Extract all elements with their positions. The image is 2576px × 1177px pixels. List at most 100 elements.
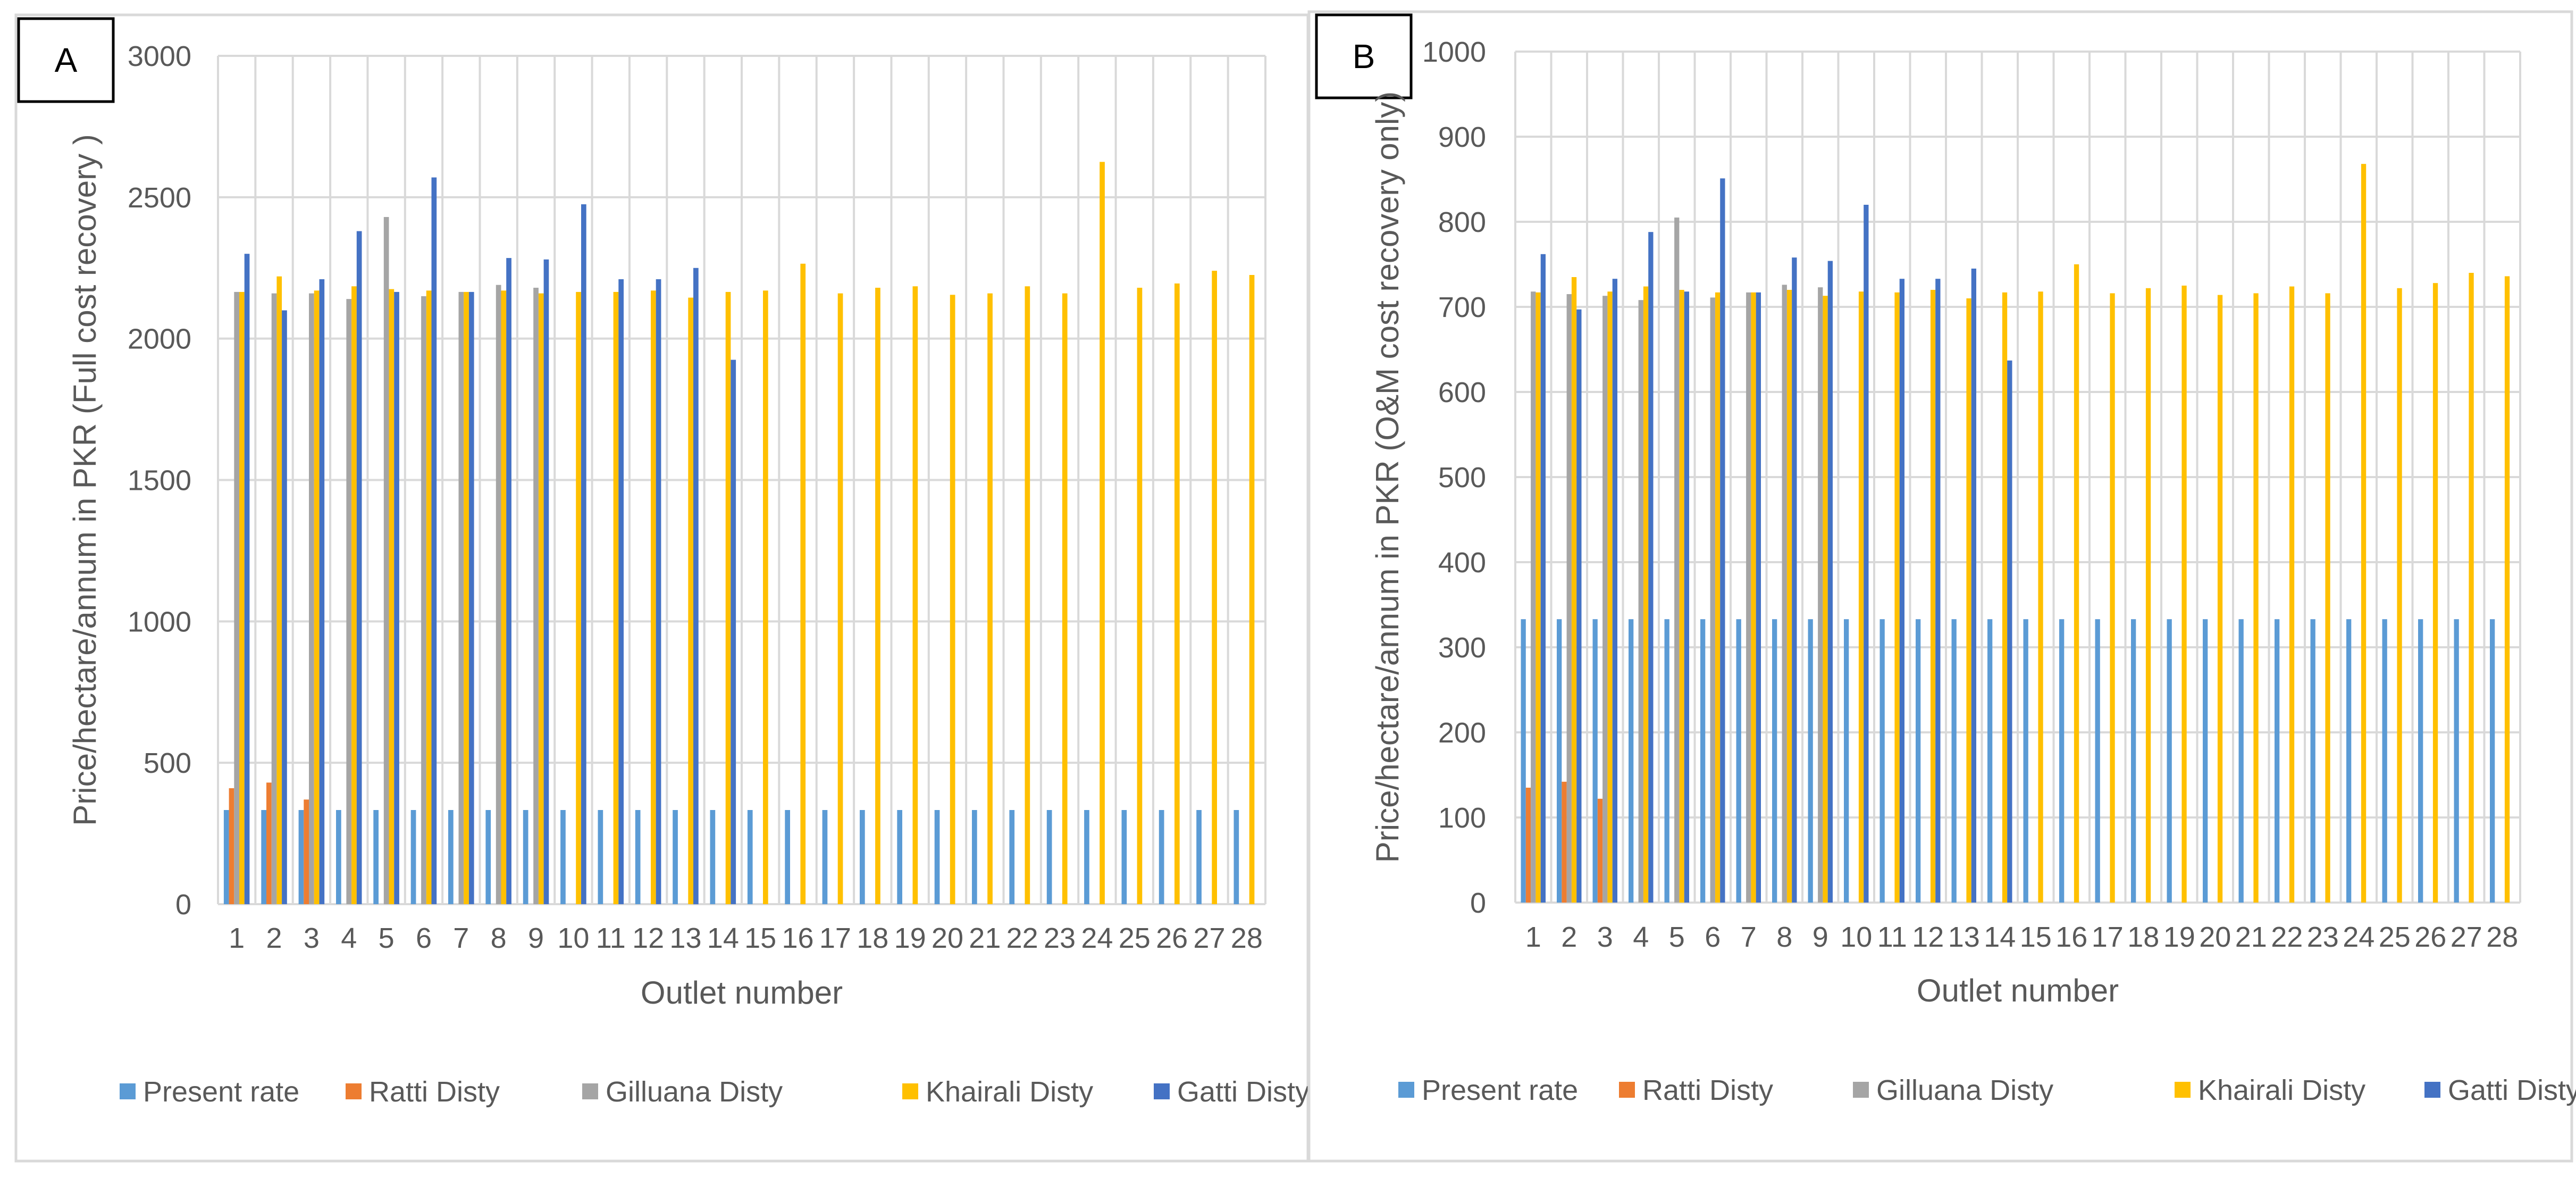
panel-b-y-tick-label: 0 [1470, 887, 1486, 919]
bar-a-khairali-outlet-28 [1249, 275, 1255, 904]
bar-a-khairali-outlet-24 [1100, 162, 1105, 904]
bar-a-khairali-outlet-21 [987, 293, 993, 904]
bar-b-present-rate-outlet-3 [1592, 619, 1598, 903]
bar-b-gatti-outlet-2 [1576, 309, 1582, 903]
bar-a-present-rate-outlet-25 [1121, 810, 1127, 904]
panel-b-y-tick-label: 800 [1438, 206, 1486, 238]
panel-a-x-tick-label: 19 [894, 922, 926, 954]
bar-b-gatti-outlet-13 [1971, 269, 1976, 903]
panel-a-frame [14, 13, 1310, 1163]
panel-b-legend: Present rate Ratti Disty Gilluana Disty Kha… [1398, 1074, 2576, 1106]
panel-b-x-tick-label: 20 [2199, 921, 2231, 953]
bar-a-khairali-outlet-2 [276, 276, 282, 905]
legend-label-b-gatti: Gatti Disty [2448, 1074, 2576, 1106]
legend-swatch-a-khairali [902, 1083, 918, 1099]
panel-b-label: B [1353, 37, 1375, 76]
panel-b-x-tick-label: 6 [1705, 921, 1721, 953]
panel-b-y-tick-label: 200 [1438, 717, 1486, 749]
bar-b-khairali-outlet-6 [1715, 292, 1721, 903]
bar-a-ratti-outlet-3 [304, 799, 309, 904]
panel-a-x-tick-label: 21 [969, 922, 1001, 954]
panel-a-x-tick-label: 16 [782, 922, 813, 954]
bar-a-gatti-outlet-1 [244, 254, 250, 905]
panel-a-x-tick-label: 3 [304, 922, 320, 954]
panel-b-x-tick-label: 9 [1813, 921, 1828, 953]
panel-b-x-tick-label: 15 [2020, 921, 2052, 953]
bar-a-present-rate-outlet-6 [410, 810, 416, 904]
bar-a-present-rate-outlet-18 [860, 810, 865, 904]
panel-b-x-axis-title: Outlet number [1917, 973, 2119, 1008]
legend-swatch-a-ratti [346, 1083, 362, 1099]
bar-a-present-rate-outlet-24 [1084, 810, 1089, 904]
panel-a-label-box [17, 17, 115, 103]
bar-a-present-rate-outlet-15 [747, 810, 753, 904]
bar-b-present-rate-outlet-19 [2167, 619, 2172, 903]
panel-b-x-tick-label: 12 [1912, 921, 1944, 953]
bar-a-present-rate-outlet-17 [822, 810, 828, 904]
legend-swatch-b-gilluana [1853, 1082, 1869, 1098]
panel-b-y-tick-label: 600 [1438, 377, 1486, 408]
panel-a-x-tick-label: 14 [707, 922, 739, 954]
panel-a-y-tick-label: 500 [144, 747, 191, 779]
bar-a-gilluana-outlet-7 [458, 291, 464, 904]
bar-b-present-rate-outlet-12 [1916, 619, 1921, 903]
bar-a-khairali-outlet-22 [1025, 286, 1030, 904]
bar-b-khairali-outlet-11 [1894, 292, 1900, 903]
bar-a-gatti-outlet-13 [693, 268, 699, 905]
panel-b-x-tick-label: 22 [2271, 921, 2303, 953]
panel-b-x-tick-label: 2 [1561, 921, 1577, 953]
bar-b-gatti-outlet-4 [1648, 232, 1654, 903]
panel-b-y-axis-title: Price/hectare/annum in PKR (O&M cost rec… [1370, 91, 1405, 863]
bar-b-khairali-outlet-17 [2110, 293, 2115, 903]
panel-a-x-tick-label: 1 [229, 922, 245, 954]
bar-b-gatti-outlet-11 [1899, 279, 1904, 903]
panel-b-x-tick-label: 11 [1877, 921, 1907, 953]
panel-b-x-tick-label: 19 [2163, 921, 2195, 953]
bar-a-gilluana-outlet-2 [271, 293, 277, 904]
panel-a-x-tick-label: 12 [632, 922, 664, 954]
panel-b-y-tick-label: 100 [1438, 802, 1486, 834]
bar-a-khairali-outlet-27 [1212, 271, 1217, 905]
bar-b-khairali-outlet-15 [2038, 291, 2043, 903]
panel-a-y-tick-label: 2000 [128, 323, 191, 355]
bar-a-khairali-outlet-10 [576, 291, 581, 904]
bar-a-gilluana-outlet-4 [346, 299, 352, 905]
panel-a-y-tick-label: 3000 [128, 40, 191, 72]
legend-swatch-a-present-rate [120, 1083, 136, 1099]
bar-a-khairali-outlet-1 [239, 291, 245, 904]
bar-b-khairali-outlet-24 [2361, 164, 2367, 903]
bar-a-present-rate-outlet-3 [298, 810, 304, 904]
panel-b-x-tick-label: 5 [1669, 921, 1685, 953]
panel-a-x-tick-label: 2 [266, 922, 282, 954]
bar-b-present-rate-outlet-13 [1951, 619, 1957, 903]
bar-b-present-rate-outlet-16 [2059, 619, 2065, 903]
bar-b-khairali-outlet-2 [1571, 277, 1577, 903]
bar-b-gatti-outlet-12 [1935, 279, 1941, 903]
panel-b-x-tick-label: 10 [1840, 921, 1872, 953]
panel-a-x-tick-label: 25 [1119, 922, 1151, 954]
panel-a-legend: Present rate Ratti Disty Gilluana Disty Kha… [120, 1076, 1310, 1108]
panel-a-x-tick-label: 24 [1081, 922, 1113, 954]
bar-b-present-rate-outlet-6 [1700, 619, 1706, 903]
panel-b-x-tick-label: 23 [2307, 921, 2339, 953]
panel-a-x-tick-label: 15 [744, 922, 776, 954]
bar-a-khairali-outlet-12 [651, 290, 656, 904]
legend-label-a-present-rate: Present rate [143, 1076, 299, 1108]
panel-a-x-tick-label: 20 [932, 922, 963, 954]
bar-b-khairali-outlet-3 [1607, 291, 1613, 903]
bar-b-gilluana-outlet-1 [1531, 291, 1536, 903]
panel-b-y-tick-label: 300 [1438, 632, 1486, 664]
bar-b-khairali-outlet-16 [2074, 264, 2079, 903]
bar-a-khairali-outlet-13 [688, 297, 693, 904]
panel-b-x-tick-label: 7 [1741, 921, 1757, 953]
panel-a-gridlines [217, 55, 1266, 905]
bar-a-present-rate-outlet-7 [448, 810, 454, 904]
panel-a-x-tick-label: 23 [1044, 922, 1076, 954]
bar-a-present-rate-outlet-28 [1234, 810, 1239, 904]
bar-b-gilluana-outlet-6 [1710, 297, 1715, 903]
legend-label-a-ratti: Ratti Disty [369, 1076, 500, 1108]
legend-label-a-gilluana: Gilluana Disty [606, 1076, 783, 1108]
bar-b-khairali-outlet-19 [2181, 286, 2187, 903]
bar-a-khairali-outlet-15 [763, 290, 768, 904]
bar-b-gatti-outlet-14 [2007, 360, 2012, 903]
